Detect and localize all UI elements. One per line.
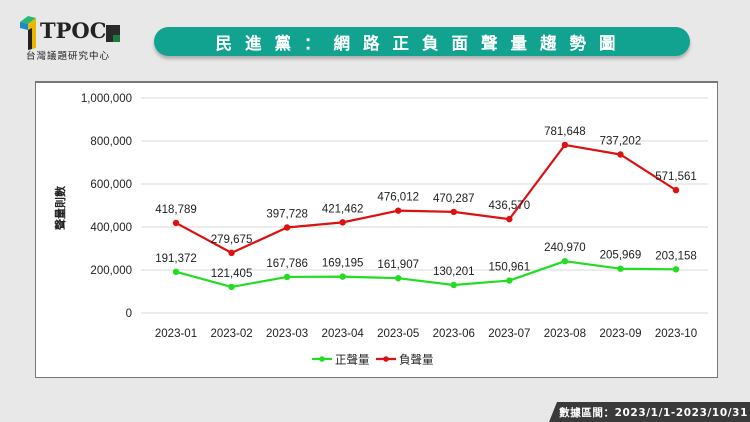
data-label: 191,372: [155, 253, 197, 265]
data-point: [561, 141, 569, 149]
data-point: [395, 274, 402, 282]
data-point: [450, 208, 457, 216]
x-tick-label: 2023-05: [377, 328, 419, 340]
x-tick-label: 2023-03: [266, 328, 308, 340]
data-point: [672, 266, 680, 273]
y-tick-label: 0: [126, 308, 132, 320]
series-line-negative: [175, 143, 677, 254]
x-tick-label: 2023-01: [155, 328, 197, 340]
tpoc-logo: TPOC 台灣議題研究中心: [18, 12, 148, 62]
y-axis-label: 聲量則數: [53, 186, 67, 230]
data-point: [617, 151, 624, 158]
logo-subtitle: 台灣議題研究中心: [26, 51, 111, 62]
data-label: 130,201: [433, 266, 475, 278]
x-tick-label: 2023-10: [655, 328, 697, 340]
data-point: [339, 273, 346, 280]
data-label: 169,195: [322, 258, 364, 270]
data-label: 421,462: [322, 203, 364, 215]
y-tick-label: 200,000: [90, 265, 132, 277]
x-tick-label: 2023-07: [488, 328, 530, 340]
chart-container: 0 200,000 400,000 600,000 800,000 1,000,000 聲量…: [35, 81, 718, 378]
data-label: 781,648: [544, 126, 586, 138]
x-tick-label: 2023-04: [322, 328, 365, 340]
data-label: 121,405: [211, 268, 253, 280]
line-chart: 0 200,000 400,000 600,000 800,000 1,000,000 聲量…: [53, 93, 708, 367]
data-point: [339, 219, 346, 226]
x-tick-label: 2023-09: [599, 328, 641, 340]
legend-marker-icon: [319, 356, 325, 362]
data-point: [506, 215, 513, 223]
data-label: 205,969: [600, 250, 642, 262]
date-range-text: 數據區間：2023/1/1-2023/10/31: [559, 406, 748, 419]
data-point: [228, 283, 235, 291]
data-label: 167,786: [266, 258, 308, 270]
logo-badge-icon: [106, 25, 120, 42]
data-label: 436,570: [489, 200, 531, 212]
page-title: 民進黨：網路正負面聲量趨勢圖: [215, 33, 629, 53]
date-range-footer: 數據區間：2023/1/1-2023/10/31: [549, 402, 750, 422]
x-tick-label: 2023-06: [433, 328, 475, 340]
data-point: [172, 219, 180, 227]
y-tick-label: 1,000,000: [81, 93, 132, 105]
x-tick-label: 2023-02: [210, 328, 252, 340]
data-label: 279,675: [211, 234, 253, 246]
data-point: [283, 273, 291, 281]
legend-label: 正聲量: [335, 353, 370, 367]
series-line-positive: [175, 260, 677, 288]
data-label: 571,561: [655, 171, 697, 183]
data-label: 203,158: [655, 250, 697, 262]
logo-mark-icon: [20, 16, 36, 50]
data-point: [672, 186, 680, 194]
data-label: 240,970: [544, 242, 586, 254]
legend-label: 負聲量: [399, 353, 434, 367]
data-point: [617, 265, 624, 272]
title-banner: 民進黨：網路正負面聲量趨勢圖: [154, 27, 690, 56]
legend-marker-icon: [383, 356, 389, 362]
data-point: [228, 249, 235, 257]
logo-text: TPOC: [40, 18, 107, 43]
data-label: 737,202: [600, 136, 642, 148]
data-point: [561, 257, 569, 265]
data-label: 476,012: [377, 192, 419, 204]
x-tick-label: 2023-08: [544, 328, 586, 340]
y-tick-label: 800,000: [90, 136, 132, 148]
data-point: [395, 207, 402, 214]
y-tick-label: 600,000: [90, 179, 132, 191]
data-label: 161,907: [377, 259, 419, 271]
data-label: 397,728: [266, 208, 308, 220]
data-label: 470,287: [433, 193, 475, 205]
data-point: [450, 281, 457, 289]
data-point: [506, 277, 513, 284]
data-point: [283, 224, 291, 231]
y-tick-label: 400,000: [90, 222, 132, 234]
data-point: [172, 268, 180, 276]
data-label: 150,961: [489, 262, 531, 274]
data-label: 418,789: [155, 204, 197, 216]
